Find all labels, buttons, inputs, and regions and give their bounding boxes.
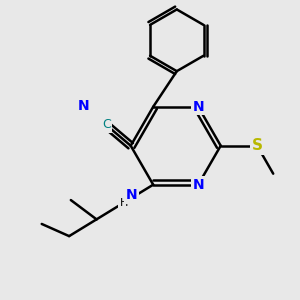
Text: N: N: [192, 100, 204, 114]
Text: N: N: [192, 178, 204, 192]
Text: N: N: [126, 188, 137, 202]
Text: H: H: [120, 198, 128, 208]
Text: N: N: [77, 99, 89, 112]
Text: C: C: [102, 118, 111, 131]
Text: S: S: [252, 138, 262, 153]
